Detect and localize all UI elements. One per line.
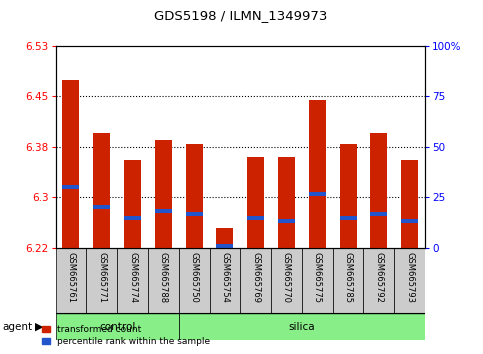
Bar <box>93 133 110 248</box>
Bar <box>185 212 202 216</box>
Text: GSM665770: GSM665770 <box>282 252 291 303</box>
Bar <box>148 248 179 313</box>
Bar <box>179 248 210 313</box>
Text: GSM665775: GSM665775 <box>313 252 322 303</box>
Bar <box>309 192 326 196</box>
Bar <box>240 248 271 313</box>
Bar <box>117 248 148 313</box>
Text: GSM665761: GSM665761 <box>67 252 75 303</box>
Bar <box>210 248 240 313</box>
Bar <box>56 313 179 340</box>
Bar <box>216 244 233 248</box>
Bar <box>370 212 387 216</box>
Bar <box>124 216 141 219</box>
Text: GSM665774: GSM665774 <box>128 252 137 303</box>
Bar <box>271 248 302 313</box>
Bar <box>62 80 79 248</box>
Text: GSM665793: GSM665793 <box>405 252 414 303</box>
Bar <box>364 248 394 313</box>
Bar <box>394 248 425 313</box>
Bar <box>62 185 79 189</box>
Text: GSM665769: GSM665769 <box>251 252 260 303</box>
Bar <box>340 144 356 248</box>
Bar <box>155 140 172 248</box>
Bar <box>155 209 172 213</box>
Bar <box>247 216 264 219</box>
Text: agent: agent <box>2 322 32 332</box>
Text: ▶: ▶ <box>35 322 44 332</box>
Bar <box>278 157 295 248</box>
Bar <box>333 248 364 313</box>
Bar <box>124 160 141 248</box>
Bar <box>56 248 86 313</box>
Text: GSM665771: GSM665771 <box>97 252 106 303</box>
Bar <box>370 133 387 248</box>
Bar <box>216 228 233 248</box>
Text: GSM665788: GSM665788 <box>159 252 168 303</box>
Bar <box>247 157 264 248</box>
Bar <box>185 144 202 248</box>
Bar <box>93 205 110 210</box>
Bar <box>278 219 295 223</box>
Bar <box>179 313 425 340</box>
Text: GSM665792: GSM665792 <box>374 252 384 303</box>
Text: GSM665785: GSM665785 <box>343 252 353 303</box>
Bar <box>309 100 326 248</box>
Text: silica: silica <box>288 321 315 332</box>
Bar <box>86 248 117 313</box>
Bar <box>401 160 418 248</box>
Bar <box>401 219 418 223</box>
Legend: transformed count, percentile rank within the sample: transformed count, percentile rank withi… <box>38 321 214 349</box>
Text: GDS5198 / ILMN_1349973: GDS5198 / ILMN_1349973 <box>154 9 327 22</box>
Text: control: control <box>99 321 135 332</box>
Bar <box>302 248 333 313</box>
Bar <box>340 216 356 219</box>
Text: GSM665750: GSM665750 <box>190 252 199 303</box>
Text: GSM665754: GSM665754 <box>220 252 229 303</box>
